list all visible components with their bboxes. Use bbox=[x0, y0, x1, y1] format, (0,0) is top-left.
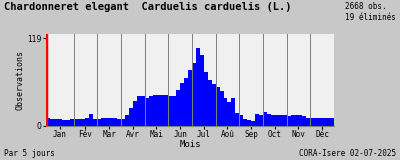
Bar bbox=[267, 114, 271, 126]
Bar bbox=[302, 116, 306, 126]
Bar bbox=[216, 87, 220, 126]
Bar bbox=[101, 118, 105, 126]
Bar bbox=[271, 115, 275, 126]
Bar bbox=[66, 120, 70, 126]
Bar bbox=[232, 98, 235, 126]
Bar bbox=[164, 95, 168, 126]
Bar bbox=[224, 98, 228, 126]
Bar bbox=[200, 55, 204, 126]
Bar bbox=[322, 117, 326, 126]
Bar bbox=[228, 102, 232, 126]
Bar bbox=[263, 112, 267, 126]
Bar bbox=[212, 84, 216, 126]
Bar bbox=[168, 96, 172, 126]
Bar bbox=[314, 117, 318, 126]
Bar bbox=[109, 117, 113, 126]
Bar bbox=[172, 96, 176, 126]
Text: Par 5 jours: Par 5 jours bbox=[4, 149, 55, 158]
Bar bbox=[298, 115, 302, 126]
Bar bbox=[294, 115, 298, 126]
Bar bbox=[176, 90, 180, 126]
Bar bbox=[46, 118, 50, 126]
Bar bbox=[145, 98, 148, 126]
Bar bbox=[306, 117, 310, 126]
Bar bbox=[204, 72, 208, 126]
Bar bbox=[326, 117, 330, 126]
Bar bbox=[129, 108, 133, 126]
Bar bbox=[208, 80, 212, 126]
Bar bbox=[54, 119, 58, 126]
Bar bbox=[113, 118, 117, 126]
Bar bbox=[152, 95, 156, 126]
Bar bbox=[125, 115, 129, 126]
Bar bbox=[291, 115, 294, 126]
Bar bbox=[50, 119, 54, 126]
Bar bbox=[141, 96, 145, 126]
Bar bbox=[160, 95, 164, 126]
Bar bbox=[259, 115, 263, 126]
Bar bbox=[279, 115, 283, 126]
Bar bbox=[105, 117, 109, 126]
Bar bbox=[180, 83, 184, 126]
Bar bbox=[243, 119, 247, 126]
Bar bbox=[275, 115, 279, 126]
Bar bbox=[133, 101, 137, 126]
Bar bbox=[148, 96, 152, 126]
Text: CORA-Isere 02-07-2025: CORA-Isere 02-07-2025 bbox=[299, 149, 396, 158]
Bar bbox=[137, 96, 141, 126]
Bar bbox=[188, 70, 192, 126]
Bar bbox=[62, 120, 66, 126]
Bar bbox=[283, 115, 287, 126]
Bar bbox=[255, 114, 259, 126]
Bar bbox=[310, 117, 314, 126]
Bar bbox=[82, 119, 86, 126]
X-axis label: Mois: Mois bbox=[179, 140, 201, 149]
Bar bbox=[86, 118, 89, 126]
Bar bbox=[220, 91, 224, 126]
Bar bbox=[117, 119, 121, 126]
Bar bbox=[235, 113, 239, 126]
Y-axis label: Observations: Observations bbox=[16, 50, 25, 110]
Bar bbox=[58, 119, 62, 126]
Bar bbox=[287, 116, 291, 126]
Bar bbox=[74, 119, 78, 126]
Bar bbox=[318, 117, 322, 126]
Bar bbox=[93, 119, 97, 126]
Bar bbox=[184, 78, 188, 126]
Bar bbox=[121, 119, 125, 126]
Bar bbox=[78, 119, 82, 126]
Bar bbox=[89, 114, 93, 126]
Bar bbox=[330, 117, 334, 126]
Bar bbox=[156, 95, 160, 126]
Text: Chardonneret elegant  Carduelis carduelis (L.): Chardonneret elegant Carduelis carduelis… bbox=[4, 2, 292, 12]
Bar bbox=[192, 63, 196, 126]
Text: 2668 obs.
19 éliminés: 2668 obs. 19 éliminés bbox=[345, 2, 396, 22]
Bar bbox=[251, 121, 255, 126]
Bar bbox=[247, 120, 251, 126]
Bar bbox=[239, 115, 243, 126]
Bar bbox=[196, 48, 200, 126]
Bar bbox=[70, 119, 74, 126]
Bar bbox=[97, 119, 101, 126]
